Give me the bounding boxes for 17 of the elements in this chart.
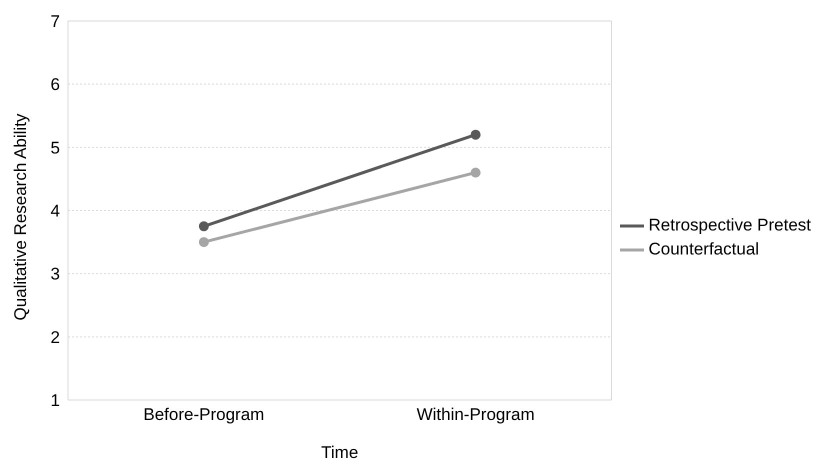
point bbox=[198, 237, 209, 248]
x-tick-label: Within-Program bbox=[416, 405, 535, 424]
y-tick-label: 6 bbox=[50, 75, 60, 94]
point bbox=[470, 130, 481, 140]
y-tick-label: 4 bbox=[50, 202, 60, 221]
y-tick-label: 2 bbox=[50, 328, 60, 347]
y-axis-title: Qualitative Research Ability bbox=[11, 113, 30, 320]
legend-label: Retrospective Pretest bbox=[648, 215, 811, 234]
y-tick-label: 5 bbox=[50, 138, 60, 158]
x-axis-title: Time bbox=[321, 443, 358, 462]
y-tick-label: 3 bbox=[50, 264, 60, 284]
legend-label: Counterfactual bbox=[648, 239, 760, 258]
y-tick-label: 1 bbox=[50, 391, 60, 410]
point bbox=[198, 221, 209, 232]
y-tick-label: 7 bbox=[50, 12, 60, 32]
point bbox=[470, 168, 481, 178]
x-tick-label: Before-Program bbox=[143, 405, 264, 424]
